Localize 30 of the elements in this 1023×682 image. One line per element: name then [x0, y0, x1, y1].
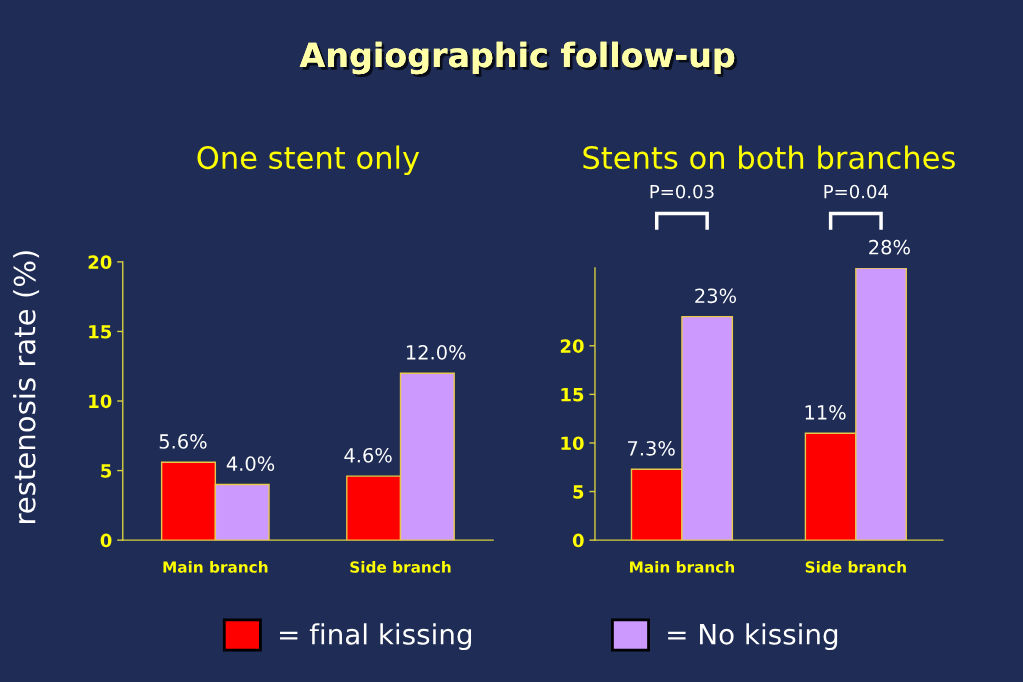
legend-label: = final kissing — [280, 623, 472, 651]
y-tick-label: 10 — [561, 436, 584, 451]
data-label: 7.3% — [628, 441, 675, 456]
text: P=0.04 — [824, 184, 888, 199]
y-tick-label: 0 — [572, 533, 584, 548]
data-label: 4.6% — [344, 447, 392, 463]
y-axis-title: restenosis rate (%) — [13, 251, 40, 523]
text: P=0.03 — [650, 184, 714, 199]
chart-title: Angiographic follow-up — [299, 41, 738, 78]
data-label: 11% — [805, 405, 846, 420]
y-tick-label: 15 — [561, 388, 584, 402]
chart-subtitle: Stents on both branches — [583, 145, 955, 170]
data-label: 5.6% — [159, 434, 207, 449]
y-tick-label: 15 — [89, 325, 112, 339]
y-tick-label: 0 — [100, 533, 112, 548]
x-tick-label: Main branch — [630, 560, 734, 573]
y-tick-label: 20 — [88, 255, 112, 269]
data-label: 23% — [695, 288, 737, 304]
x-tick-label: Side branch — [805, 560, 906, 573]
x-tick-label: Main branch — [163, 560, 268, 573]
data-label: 4.0% — [226, 456, 275, 471]
x-tick-label: Side branch — [350, 560, 451, 573]
legend-label: = No kissing — [668, 623, 838, 651]
data-label: 12.0% — [406, 344, 466, 360]
y-tick-label: 5 — [101, 464, 112, 478]
chart-subtitle: One stent only — [197, 145, 420, 176]
y-tick-label: 5 — [573, 485, 584, 499]
y-tick-label: 10 — [89, 394, 112, 409]
y-tick-label: 20 — [560, 339, 584, 353]
data-label: 28% — [869, 239, 910, 255]
